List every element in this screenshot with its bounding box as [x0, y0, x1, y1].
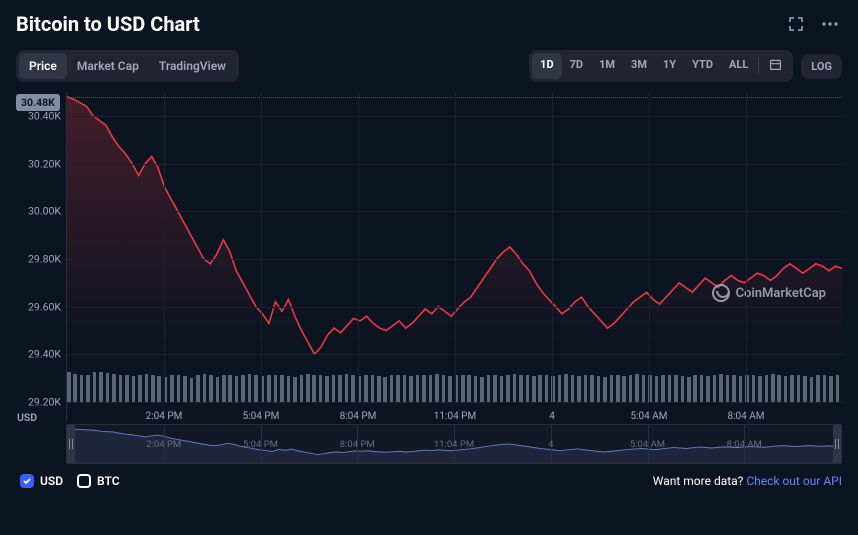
x-tick: 8:04 PM — [340, 411, 377, 422]
range-7d[interactable]: 7D — [562, 53, 591, 79]
page-title: Bitcoin to USD Chart — [16, 12, 200, 36]
y-tick: 29.40K — [28, 348, 61, 361]
range-1y[interactable]: 1Y — [655, 53, 684, 79]
y-tick: 29.60K — [28, 300, 61, 313]
range-1m[interactable]: 1M — [591, 53, 623, 79]
fullscreen-icon[interactable] — [784, 12, 808, 36]
chart-mode-tabs: PriceMarket CapTradingView — [16, 50, 239, 82]
range-1d[interactable]: 1D — [532, 53, 561, 79]
api-cta: Want more data? Check out our API — [653, 474, 842, 488]
x-tick: 5:04 PM — [243, 411, 280, 422]
minimap-handle-left[interactable] — [67, 425, 75, 463]
x-tick: 2:04 PM — [146, 411, 183, 422]
price-chart[interactable]: 30.40K30.20K30.00K29.80K29.60K29.40K29.2… — [66, 92, 842, 422]
range-3m[interactable]: 3M — [623, 53, 655, 79]
y-tick: 30.00K — [28, 205, 61, 218]
api-link[interactable]: Check out our API — [746, 474, 842, 488]
legend-item-usd[interactable]: USD — [20, 474, 63, 488]
range-minimap[interactable]: 2:04 PM5:04 PM8:04 PM11:04 PM45:04 AM8:0… — [66, 424, 842, 464]
calendar-icon[interactable] — [761, 53, 790, 79]
x-tick: 5:04 AM — [630, 411, 667, 422]
y-tick: 30.20K — [28, 157, 61, 170]
y-tick: 29.80K — [28, 252, 61, 265]
time-range-tabs: 1D7D1M3M1YYTDALL — [529, 50, 793, 82]
x-tick: 4 — [549, 411, 555, 422]
y-tick: 30.40K — [28, 109, 61, 122]
tab-tradingview[interactable]: TradingView — [149, 53, 236, 79]
range-all[interactable]: ALL — [721, 53, 756, 79]
tab-price[interactable]: Price — [19, 53, 67, 79]
tab-market-cap[interactable]: Market Cap — [67, 53, 149, 79]
legend-item-btc[interactable]: BTC — [77, 474, 120, 488]
log-toggle[interactable]: LOG — [801, 54, 842, 79]
current-price-badge: 30.48K — [16, 94, 60, 111]
minimap-handle-right[interactable] — [833, 425, 841, 463]
x-tick: 11:04 PM — [434, 411, 476, 422]
range-ytd[interactable]: YTD — [684, 53, 721, 79]
watermark: CoinMarketCap — [712, 284, 826, 302]
legend: USD BTC — [20, 474, 120, 488]
more-icon[interactable] — [818, 12, 842, 36]
x-tick: 8:04 AM — [727, 411, 764, 422]
y-axis-unit: USD — [17, 411, 37, 424]
y-tick: 29.20K — [28, 396, 61, 409]
